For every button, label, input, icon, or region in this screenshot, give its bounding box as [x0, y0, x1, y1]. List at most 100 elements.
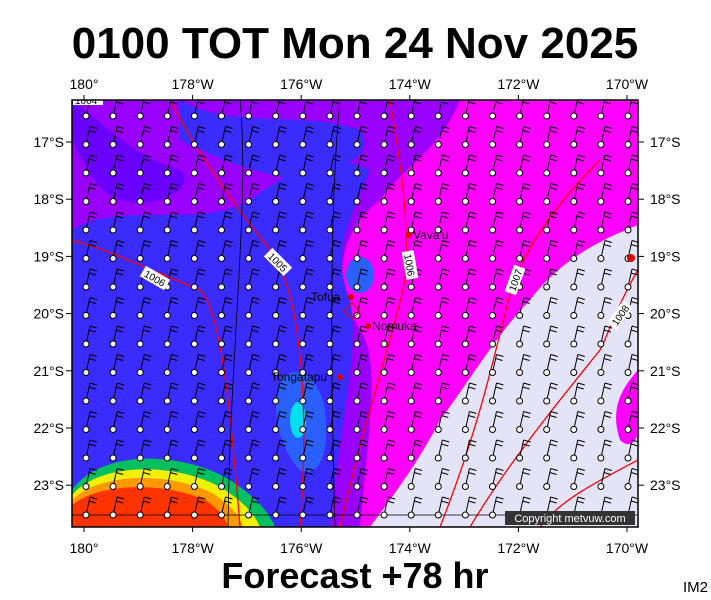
barb-tick [469, 126, 477, 129]
barb-station [218, 255, 225, 262]
barb-station [353, 169, 361, 177]
barb-tick [143, 500, 151, 504]
barb-tick [359, 130, 368, 133]
barb-tick [386, 101, 395, 105]
barb-tick [115, 187, 124, 190]
barb-tick [278, 358, 286, 361]
wind-barb [543, 183, 558, 205]
wind-barb [407, 211, 423, 234]
barb-tick [305, 158, 313, 162]
barb-tick [603, 101, 612, 105]
wind-barb [163, 325, 179, 348]
barb-station [570, 255, 578, 262]
wind-barb [190, 468, 206, 490]
barb-tick [469, 468, 477, 471]
wind-barb [163, 439, 179, 462]
barb-station [218, 312, 225, 319]
wind-barb [407, 382, 423, 405]
barb-tick [360, 439, 369, 443]
barb-station [190, 226, 198, 234]
barb-tick [88, 500, 97, 504]
barb-station [516, 226, 524, 234]
barb-tick [496, 354, 504, 357]
wind-barb [109, 496, 125, 519]
barb-tick [604, 354, 613, 357]
barb-station [190, 255, 198, 262]
wind-barb [353, 411, 369, 433]
barb-tick [360, 268, 369, 272]
wind-barb [218, 297, 233, 319]
barb-tick [441, 415, 449, 418]
barb-tick [468, 500, 476, 504]
wind-barb [190, 411, 206, 433]
barb-tick [279, 354, 287, 357]
wind-barb [245, 439, 260, 462]
barb-tick [495, 443, 503, 447]
barb-tick [522, 187, 530, 190]
barb-tick [359, 329, 368, 333]
barb-tick [442, 439, 450, 443]
wind-barb [163, 100, 179, 120]
barb-station [163, 483, 171, 490]
barb-tick [468, 272, 476, 276]
wind-barb [434, 411, 450, 433]
barb-tick [576, 358, 584, 361]
wind-barb [272, 382, 287, 405]
barb-station [624, 426, 632, 433]
barb-tick [522, 329, 530, 333]
barb-tick [441, 443, 449, 447]
wind-barb [218, 268, 233, 291]
barb-tick [359, 244, 368, 247]
barb-tick [469, 297, 477, 300]
wind-barb [82, 297, 98, 319]
barb-tick [523, 382, 531, 386]
wind-barb [597, 411, 613, 433]
wind-barb [353, 297, 369, 319]
wind-barb [380, 211, 396, 234]
barb-tick [604, 126, 613, 129]
barb-tick [224, 158, 232, 162]
barb-station [163, 169, 171, 177]
place-marker [365, 323, 371, 329]
barb-station [380, 226, 388, 234]
barb-station [163, 369, 171, 376]
barb-station [82, 511, 90, 519]
barb-station [299, 483, 307, 490]
barb-tick [359, 101, 368, 105]
barb-station [190, 483, 198, 490]
barb-station [461, 340, 469, 348]
wind-barb [461, 325, 477, 348]
wind-barb [136, 439, 152, 462]
wind-barb [218, 240, 233, 262]
lon-label: 172°W [497, 76, 540, 92]
barb-tick [198, 154, 206, 158]
barb-tick [414, 301, 422, 304]
wind-barb [82, 496, 98, 519]
place-marker [343, 302, 361, 320]
barb-station [190, 340, 198, 348]
barb-tick [630, 101, 638, 105]
barb-station [624, 369, 632, 376]
barb-station [434, 141, 442, 148]
barb-tick [332, 244, 341, 247]
wind-barb [190, 325, 206, 348]
barb-tick [251, 130, 259, 133]
barb-station [597, 226, 605, 234]
barb-station [597, 454, 605, 462]
barb-tick [441, 472, 449, 475]
barb-tick [550, 382, 558, 386]
barb-station [407, 454, 415, 462]
barb-station [461, 483, 469, 490]
barb-tick [279, 382, 287, 386]
barb-tick [252, 496, 260, 500]
wind-barb [570, 411, 585, 433]
lat-label: 19°S [650, 248, 681, 264]
barb-tick [332, 187, 341, 190]
barb-station [489, 511, 496, 519]
barb-tick [252, 183, 260, 186]
wind-barb [353, 325, 369, 348]
barb-tick [576, 443, 584, 447]
barb-tick [170, 301, 178, 304]
barb-tick [88, 443, 97, 447]
barb-tick [576, 244, 584, 247]
